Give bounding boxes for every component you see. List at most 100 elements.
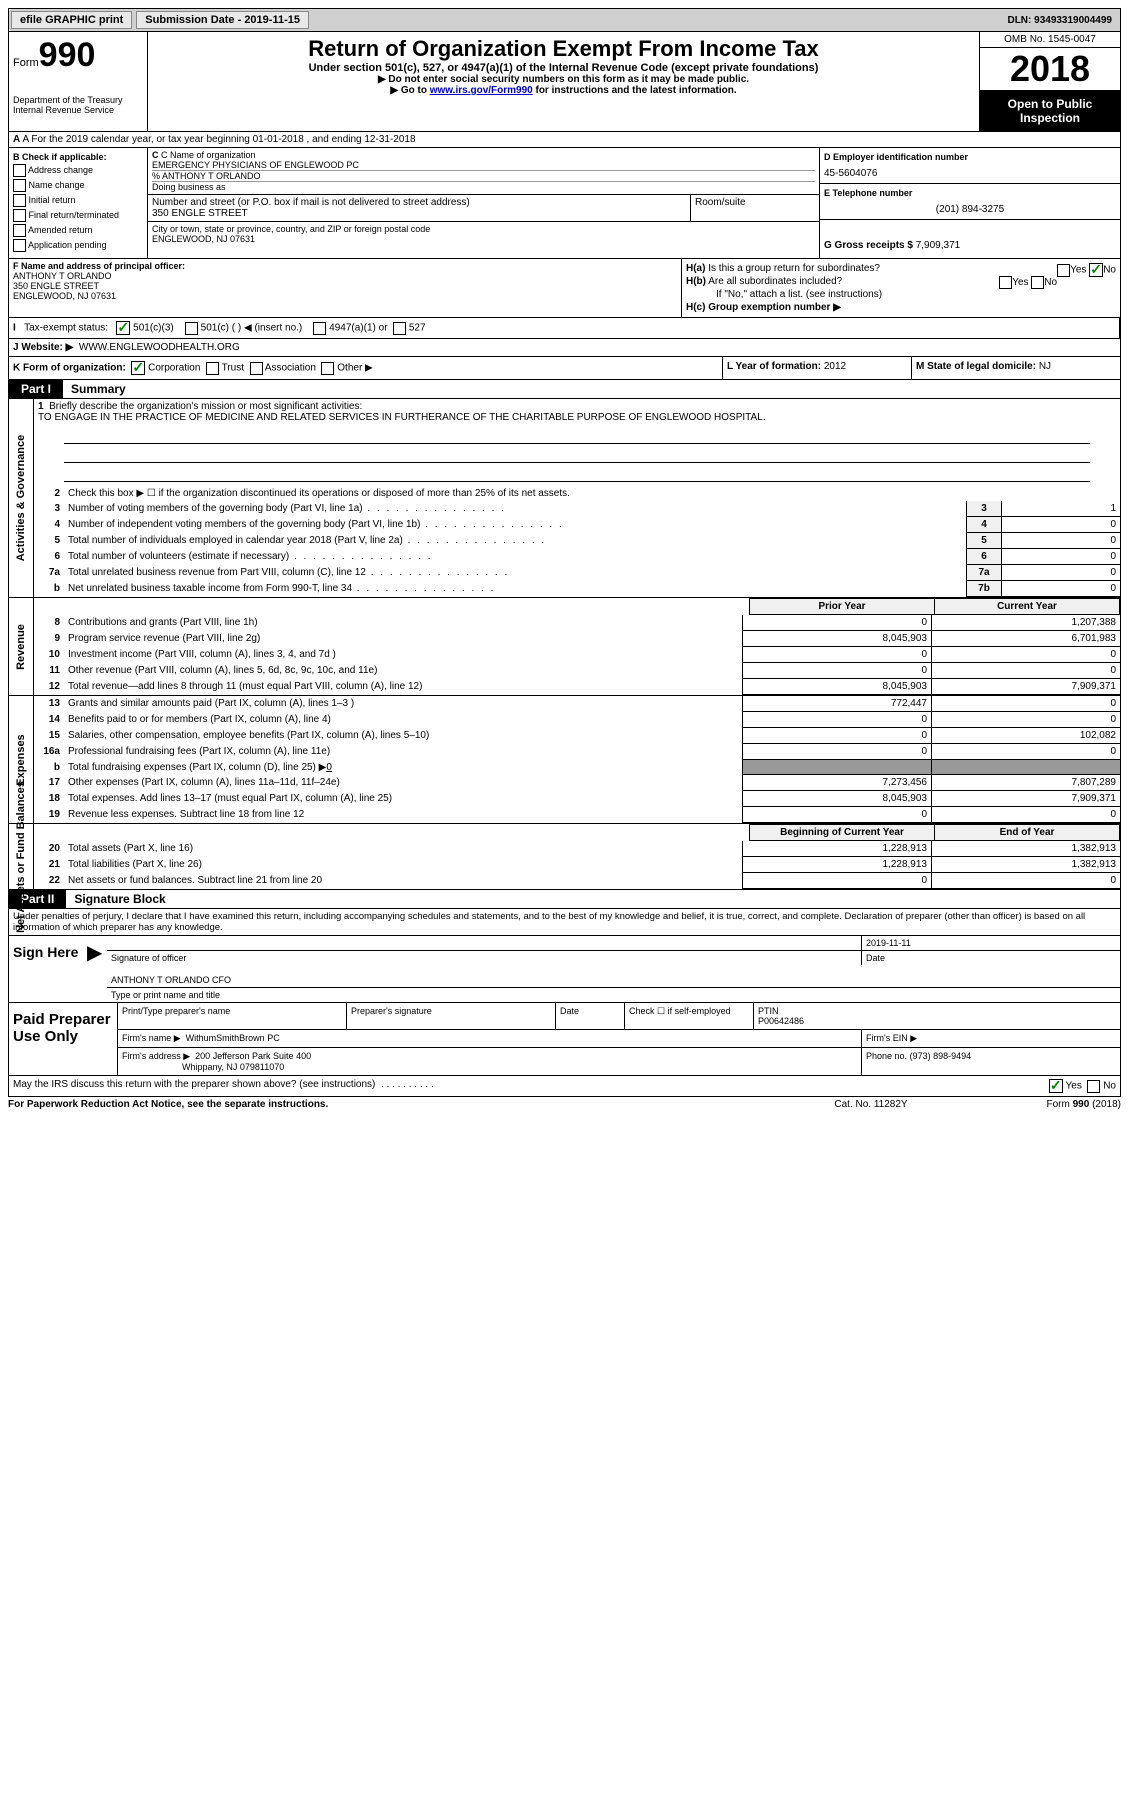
section-k-l-m: K Form of organization: Corporation Trus… (8, 357, 1121, 380)
chk-initial-return[interactable]: Initial return (13, 194, 143, 207)
l16b-curr-grey (931, 760, 1120, 775)
l22-end: 0 (931, 873, 1120, 889)
l15-text: Salaries, other compensation, employee b… (64, 728, 742, 744)
section-f-h: F Name and address of principal officer:… (8, 259, 1121, 318)
l7b-text: Net unrelated business taxable income fr… (64, 581, 966, 596)
l16a-curr: 0 (931, 744, 1120, 760)
gross-val: 7,909,371 (916, 240, 961, 251)
chk-address-change[interactable]: Address change (13, 164, 143, 177)
l18-curr: 7,909,371 (931, 791, 1120, 807)
l2-text: Check this box ▶ ☐ if the organization d… (64, 486, 1120, 501)
open-inspection: Open to Public Inspection (980, 91, 1120, 131)
l22-text: Net assets or fund balances. Subtract li… (64, 873, 742, 889)
submission-date-button[interactable]: Submission Date - 2019-11-15 (136, 11, 309, 29)
opt-527: 527 (409, 323, 426, 334)
l6-text: Total number of volunteers (estimate if … (64, 549, 966, 564)
l13-text: Grants and similar amounts paid (Part IX… (64, 696, 742, 712)
part2-title: Signature Block (66, 890, 173, 908)
addr-street: 350 ENGLE STREET (152, 208, 686, 219)
l15-curr: 102,082 (931, 728, 1120, 744)
form-subtitle: Under section 501(c), 527, or 4947(a)(1)… (152, 62, 975, 74)
side-governance: Activities & Governance (9, 399, 34, 597)
l3-text: Number of voting members of the governin… (64, 501, 966, 516)
l19-curr: 0 (931, 807, 1120, 823)
col-b-header: B Check if applicable: (13, 152, 107, 162)
chk-name-change[interactable]: Name change (13, 179, 143, 192)
l8-prior: 0 (742, 615, 931, 631)
row-a-text: A For the 2019 calendar year, or tax yea… (22, 134, 415, 145)
part1-header: Part I Summary (8, 380, 1121, 399)
l10-prior: 0 (742, 647, 931, 663)
revenue-block: Revenue Prior YearCurrent Year 8Contribu… (8, 598, 1121, 696)
paid-preparer-block: Paid Preparer Use Only Print/Type prepar… (8, 1003, 1121, 1076)
discuss-yes-check (1049, 1079, 1063, 1093)
org-name: EMERGENCY PHYSICIANS OF ENGLEWOOD PC (152, 160, 815, 170)
hb-no: No (1044, 277, 1057, 288)
h-section: H(a) Is this a group return for subordin… (681, 259, 1120, 317)
l11-prior: 0 (742, 663, 931, 679)
city-val: ENGLEWOOD, NJ 07631 (152, 234, 815, 244)
officer-name-title: ANTHONY T ORLANDO CFO (107, 973, 235, 987)
m-val: NJ (1039, 361, 1051, 372)
dept-text: Department of the Treasury Internal Reve… (13, 95, 143, 115)
l14-text: Benefits paid to or for members (Part IX… (64, 712, 742, 728)
f-label: F Name and address of principal officer: (13, 261, 185, 271)
l12-curr: 7,909,371 (931, 679, 1120, 695)
section-j: J Website: ▶ WWW.ENGLEWOODHEALTH.ORG (8, 339, 1121, 357)
part2-header: Part II Signature Block (8, 890, 1121, 909)
name-title-label: Type or print name and title (107, 988, 224, 1002)
l19-prior: 0 (742, 807, 931, 823)
sign-here-label: Sign Here (9, 936, 87, 1002)
chk-final-return[interactable]: Final return/terminated (13, 209, 143, 222)
form-number: 990 (39, 36, 96, 74)
website-url: WWW.ENGLEWOODHEALTH.ORG (79, 342, 240, 353)
l16b-text: Total fundraising expenses (Part IX, col… (64, 760, 742, 775)
tax-year: 2018 (980, 48, 1120, 91)
l7a-text: Total unrelated business revenue from Pa… (64, 565, 966, 580)
efile-button[interactable]: efile GRAPHIC print (11, 11, 132, 29)
opt-assoc: Association (265, 363, 316, 374)
form-prefix: Form (13, 57, 39, 69)
city-label: City or town, state or province, country… (152, 224, 815, 234)
irs-link[interactable]: www.irs.gov/Form990 (430, 85, 533, 96)
l10-curr: 0 (931, 647, 1120, 663)
col-b: B Check if applicable: Address change Na… (9, 148, 148, 258)
officer-name: ANTHONY T ORLANDO (13, 271, 112, 281)
hdr-end: End of Year (934, 824, 1120, 841)
website-label: J Website: ▶ (13, 342, 73, 353)
l20-end: 1,382,913 (931, 841, 1120, 857)
sig-arrow-icon: ▶ (87, 936, 107, 1002)
sig-officer-label: Signature of officer (107, 951, 862, 965)
signature-block: Under penalties of perjury, I declare th… (8, 909, 1121, 1003)
chk-amended[interactable]: Amended return (13, 224, 143, 237)
opt-501c: 501(c) ( ) ◀ (insert no.) (201, 323, 303, 334)
form-footer: Form 990 (2018) (971, 1099, 1121, 1110)
addr-label: Number and street (or P.O. box if mail i… (152, 197, 686, 208)
col-d-to-g: D Employer identification number 45-5604… (819, 148, 1120, 258)
officer-addr1: 350 ENGLE STREET (13, 281, 99, 291)
net-assets-block: Net Assets or Fund Balances Beginning of… (8, 824, 1121, 890)
l19-text: Revenue less expenses. Subtract line 18 … (64, 807, 742, 823)
sig-declaration: Under penalties of perjury, I declare th… (9, 909, 1120, 935)
prep-sig-label: Preparer's signature (347, 1003, 556, 1029)
l4-text: Number of independent voting members of … (64, 517, 966, 532)
l9-curr: 6,701,983 (931, 631, 1120, 647)
firm-ein-label: Firm's EIN ▶ (862, 1030, 1120, 1047)
l22-begin: 0 (742, 873, 931, 889)
l5-val: 0 (1001, 533, 1120, 549)
header-right: OMB No. 1545-0047 2018 Open to Public In… (979, 32, 1120, 131)
ha-yes: Yes (1070, 265, 1086, 276)
paid-left-label: Paid Preparer Use Only (9, 1003, 118, 1075)
ha-no-check (1089, 263, 1103, 277)
header-left: Form990 Department of the Treasury Inter… (9, 32, 148, 131)
chk-pending[interactable]: Application pending (13, 239, 143, 252)
ptin-label: PTIN (758, 1006, 779, 1016)
hb-yes: Yes (1012, 277, 1028, 288)
governance-block: Activities & Governance 1 Briefly descri… (8, 399, 1121, 598)
l18-text: Total expenses. Add lines 13–17 (must eq… (64, 791, 742, 807)
sig-date-label: Date (862, 951, 1120, 965)
k-label: K Form of organization: (13, 363, 126, 374)
l6-val: 0 (1001, 549, 1120, 565)
l12-text: Total revenue—add lines 8 through 11 (mu… (64, 679, 742, 695)
l-label: L Year of formation: (727, 361, 821, 372)
